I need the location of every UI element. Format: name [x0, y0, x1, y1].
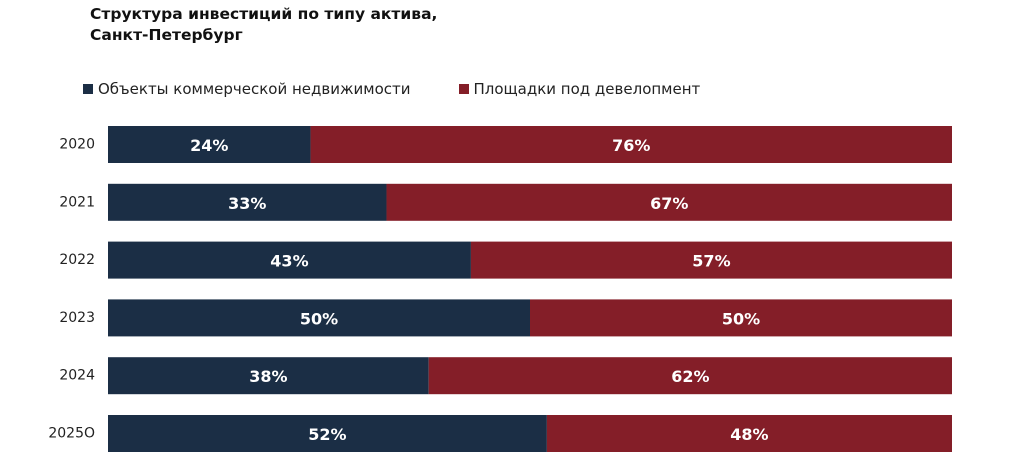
chart-title-line-2: Санкт-Петербург: [90, 26, 243, 44]
bar-development-2020: [310, 126, 952, 163]
bar-commercial-2024: [108, 357, 429, 395]
category-label-2022: 2022: [59, 252, 95, 268]
data-label-development-2023: 50%: [722, 309, 760, 328]
bar-commercial-2025О: [108, 415, 547, 452]
bar-commercial-2022: [108, 241, 471, 279]
bar-development-2025О: [546, 415, 952, 452]
legend-item-development: Площадки под девелопмент: [458, 80, 701, 98]
bar-commercial-2023: [108, 299, 530, 337]
data-label-commercial-2023: 50%: [300, 309, 338, 328]
bar-development-2023: [530, 299, 952, 337]
legend-swatch-commercial: [83, 84, 93, 94]
data-label-commercial-2025О: 52%: [308, 425, 346, 444]
bar-development-2022: [470, 241, 952, 279]
bar-commercial-2021: [108, 183, 387, 221]
category-label-2020: 2020: [59, 137, 95, 153]
chart-title: Структура инвестиций по типу актива, Сан…: [90, 4, 437, 46]
data-label-commercial-2021: 33%: [228, 194, 266, 213]
category-label-2021: 2021: [59, 194, 95, 210]
legend-swatch-development: [458, 84, 469, 94]
legend-label-commercial: Объекты коммерческой недвижимости: [98, 80, 411, 98]
bar-commercial-2020: [108, 126, 311, 163]
bar-development-2024: [428, 357, 953, 395]
data-label-development-2021: 67%: [650, 194, 688, 213]
legend: Объекты коммерческой недвижимости Площад…: [83, 78, 748, 100]
legend-item-commercial: Объекты коммерческой недвижимости: [83, 80, 411, 98]
data-label-development-2024: 62%: [671, 367, 709, 386]
data-label-development-2025О: 48%: [730, 425, 768, 444]
bar-development-2021: [386, 183, 952, 221]
legend-label-development: Площадки под девелопмент: [473, 80, 701, 98]
category-label-2025О: 2025О: [48, 426, 95, 442]
data-label-commercial-2024: 38%: [249, 367, 287, 386]
chart-title-line-1: Структура инвестиций по типу актива,: [90, 5, 438, 23]
data-label-development-2020: 76%: [612, 136, 650, 155]
data-label-commercial-2020: 24%: [190, 136, 228, 155]
data-label-commercial-2022: 43%: [270, 252, 308, 271]
data-label-development-2022: 57%: [692, 252, 730, 271]
category-label-2024: 2024: [59, 368, 95, 384]
category-label-2023: 2023: [59, 310, 95, 326]
